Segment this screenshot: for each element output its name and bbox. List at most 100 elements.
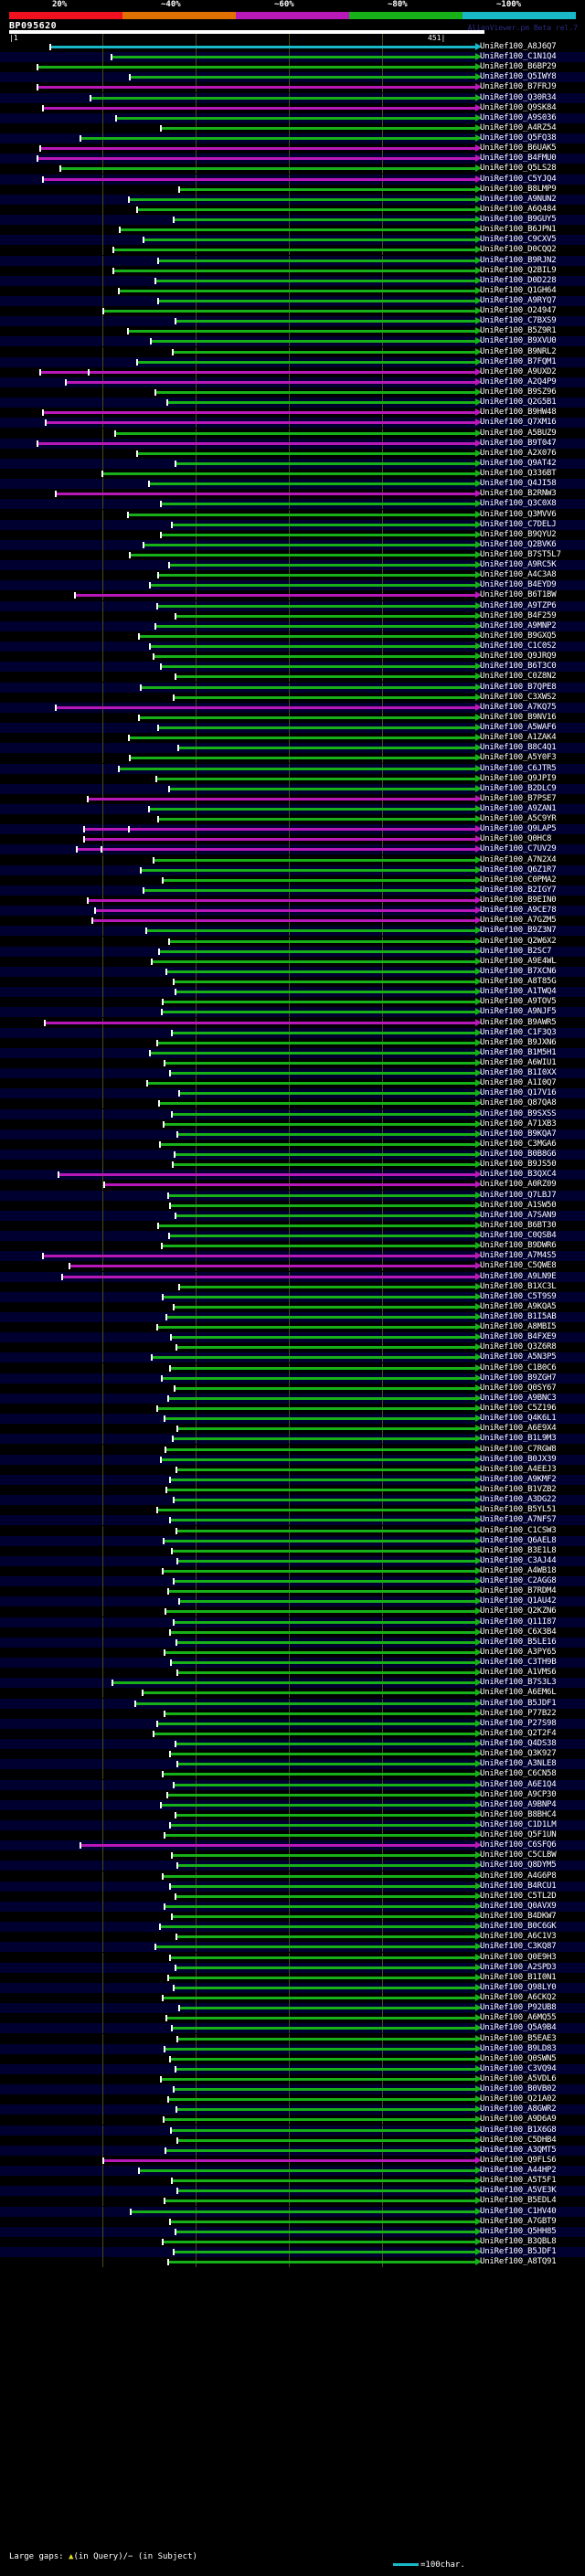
hsp-bar[interactable] [176,1743,475,1746]
alignment-row[interactable]: UniRef100_B7FQM1 [0,356,585,367]
alignment-row[interactable]: UniRef100_A5C9YR [0,814,585,825]
alignment-row[interactable]: UniRef100_D0D228 [0,275,585,286]
hsp-bar[interactable] [176,1468,475,1471]
alignment-row[interactable]: UniRef100_B5JDF1 [0,2247,585,2258]
hsp-bar[interactable] [161,665,475,669]
hsp-bar[interactable] [155,1945,475,1949]
alignment-row[interactable]: UniRef100_B3QXC4 [0,1170,585,1181]
subject-label[interactable]: UniRef100_A6C1V3 [480,1932,557,1942]
alignment-row[interactable]: UniRef100_Q21A02 [0,2094,585,2105]
hsp-bar[interactable] [165,1712,475,1715]
alignment-row[interactable]: UniRef100_B1M5H1 [0,1047,585,1058]
hsp-bar[interactable] [174,2088,475,2092]
alignment-row[interactable]: UniRef100_Q5FQ38 [0,133,585,144]
hsp-bar[interactable] [60,167,475,171]
hsp-bar[interactable] [179,187,475,191]
alignment-row[interactable]: UniRef100_B9XVU0 [0,336,585,347]
subject-label[interactable]: UniRef100_B8BHC4 [480,1809,557,1819]
hsp-bar[interactable] [168,1396,475,1400]
subject-label[interactable]: UniRef100_A9S036 [480,112,557,122]
subject-label[interactable]: UniRef100_B2RNW3 [480,489,557,499]
alignment-row[interactable]: UniRef100_B7PSE7 [0,793,585,804]
alignment-row[interactable]: UniRef100_C0Z8N2 [0,672,585,683]
alignment-row[interactable]: UniRef100_A3QMT5 [0,2145,585,2156]
alignment-row[interactable]: UniRef100_A6E9X4 [0,1424,585,1435]
alignment-row[interactable]: UniRef100_B0VB02 [0,2084,585,2095]
subject-label[interactable]: UniRef100_C0Z8N2 [480,672,557,682]
alignment-row[interactable]: UniRef100_B9GUY5 [0,215,585,226]
hsp-bar[interactable] [176,614,475,618]
hsp-bar[interactable] [37,66,475,69]
hsp-bar[interactable] [165,1650,475,1654]
hsp-bar[interactable] [159,1102,475,1106]
subject-label[interactable]: UniRef100_B9GXQ5 [480,631,557,641]
alignment-row[interactable]: UniRef100_A3DG22 [0,1495,585,1506]
subject-label[interactable]: UniRef100_B2SC7 [480,946,552,956]
alignment-row[interactable]: UniRef100_C1HV40 [0,2206,585,2217]
subject-label[interactable]: UniRef100_A7GZM5 [480,916,557,926]
hsp-bar[interactable] [173,1163,475,1167]
alignment-row[interactable]: UniRef100_A9RYQ7 [0,296,585,306]
subject-label[interactable]: UniRef100_B7RDM4 [480,1586,557,1596]
alignment-row[interactable]: UniRef100_A6Q484 [0,204,585,215]
subject-label[interactable]: UniRef100_C3XWS2 [480,692,557,702]
subject-label[interactable]: UniRef100_B3QBL8 [480,2236,557,2246]
hsp-bar[interactable] [173,1437,475,1441]
alignment-row[interactable]: UniRef100_A9UXD2 [0,366,585,377]
alignment-row[interactable]: UniRef100_B6BP29 [0,62,585,73]
subject-label[interactable]: UniRef100_B9KQA7 [480,1129,557,1139]
subject-label[interactable]: UniRef100_B1VZB2 [480,1485,557,1495]
alignment-row[interactable]: UniRef100_B5YL51 [0,1505,585,1516]
alignment-row[interactable]: UniRef100_A1ZAK4 [0,733,585,744]
hsp-bar[interactable] [165,2148,475,2152]
subject-label[interactable]: UniRef100_B5EDL4 [480,2196,557,2206]
subject-label[interactable]: UniRef100_A4WB18 [480,1566,557,1575]
alignment-row[interactable]: UniRef100_A7N2X4 [0,854,585,865]
subject-label[interactable]: UniRef100_Q4DS38 [480,1739,557,1749]
alignment-row[interactable]: UniRef100_C5T9S9 [0,1291,585,1302]
hsp-bar[interactable] [154,655,475,659]
hsp-bar[interactable] [177,2189,475,2193]
hsp-bar[interactable] [150,645,475,649]
hsp-bar[interactable] [160,1925,475,1929]
hsp-bar[interactable] [170,1366,475,1370]
subject-label[interactable]: UniRef100_B9SZ96 [480,387,557,398]
alignment-row[interactable]: UniRef100_B4EYD9 [0,580,585,591]
alignment-row[interactable]: UniRef100_A5N3P5 [0,1352,585,1363]
subject-label[interactable]: UniRef100_A1SW50 [480,1200,557,1210]
alignment-row[interactable]: UniRef100_D0CQQ2 [0,245,585,256]
alignment-row[interactable]: UniRef100_Q9SK84 [0,102,585,113]
subject-label[interactable]: UniRef100_B1I0N1 [480,1972,557,1982]
hsp-bar[interactable] [176,461,475,465]
subject-label[interactable]: UniRef100_Q3MVV6 [480,509,557,519]
subject-label[interactable]: UniRef100_Q2W6X2 [480,936,557,946]
hsp-bar[interactable] [164,2118,475,2122]
subject-label[interactable]: UniRef100_A8MBI5 [480,1322,557,1332]
hsp-bar[interactable] [119,767,475,770]
alignment-row[interactable]: UniRef100_A1VMS6 [0,1668,585,1679]
alignment-row[interactable]: UniRef100_C1D1LM [0,1820,585,1830]
hsp-bar[interactable] [170,2220,475,2223]
hsp-bar[interactable] [166,970,475,973]
subject-label[interactable]: UniRef100_A8GWR2 [480,2104,557,2115]
hsp-bar[interactable] [174,981,475,984]
hsp-bar[interactable] [139,634,475,638]
subject-label[interactable]: UniRef100_Q6Z1R7 [480,864,557,875]
subject-label[interactable]: UniRef100_O24947 [480,306,557,316]
hsp-bar[interactable] [46,421,475,425]
alignment-row[interactable]: UniRef100_Q0HC8 [0,834,585,845]
subject-label[interactable]: UniRef100_A9UXD2 [480,366,557,376]
subject-label[interactable]: UniRef100_A9LN9E [480,1271,557,1281]
alignment-row[interactable]: UniRef100_C0PMA2 [0,875,585,885]
subject-label[interactable]: UniRef100_B9JXN6 [480,1037,557,1047]
subject-label[interactable]: UniRef100_A9TOV5 [480,997,557,1007]
alignment-row[interactable]: UniRef100_P92UB8 [0,2003,585,2014]
alignment-row[interactable]: UniRef100_Q87QA8 [0,1098,585,1109]
subject-label[interactable]: UniRef100_B9ZGH7 [480,1373,557,1383]
hsp-bar[interactable] [131,2210,475,2213]
hsp-bar[interactable] [171,1661,475,1665]
hsp-bar[interactable] [88,899,475,903]
subject-label[interactable]: UniRef100_C3VQ94 [480,2063,557,2073]
subject-label[interactable]: UniRef100_B6T3C0 [480,662,557,672]
alignment-row[interactable]: UniRef100_A9NJF5 [0,1007,585,1018]
